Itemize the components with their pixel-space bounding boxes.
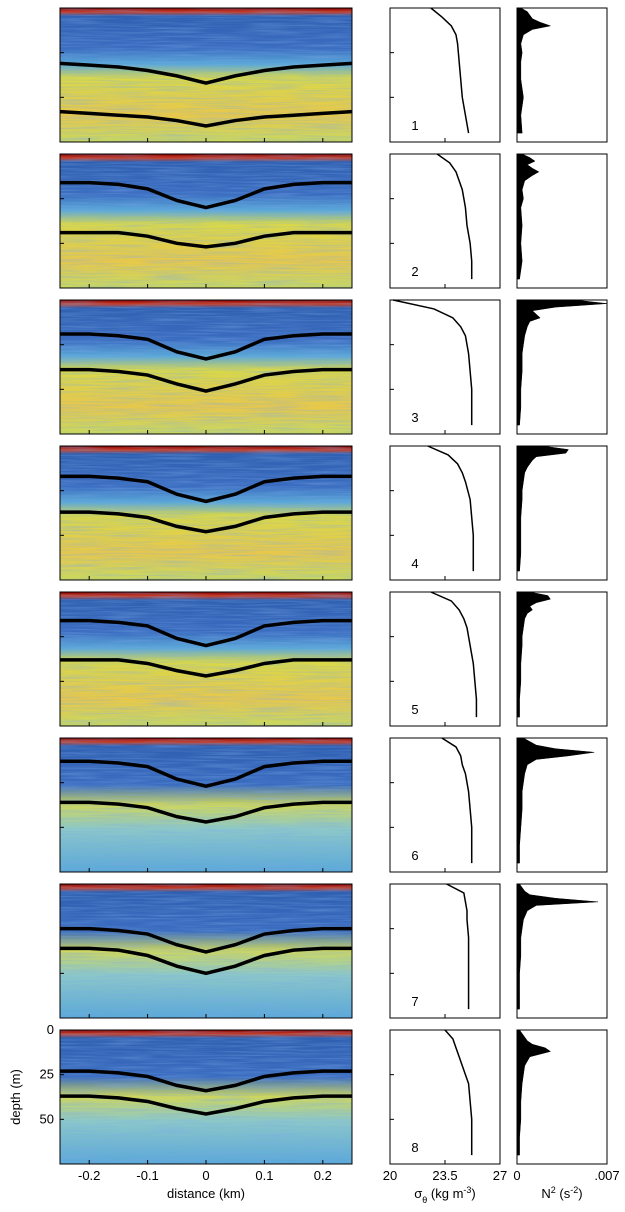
panel-frame [389, 445, 501, 581]
panel-label: 3 [411, 410, 418, 425]
isopycnal-line [60, 332, 352, 361]
density-profile [436, 153, 473, 280]
density-profile [427, 445, 475, 572]
panel-frame [389, 299, 501, 435]
n2-profile [516, 591, 551, 718]
x-tick-label: 0.2 [314, 1168, 332, 1183]
panel-label: 5 [411, 702, 418, 717]
panel-label: 4 [411, 556, 418, 571]
panel-frame [389, 737, 501, 873]
panel-frame [389, 883, 501, 1019]
x-tick-label: 27 [493, 1168, 507, 1183]
label-part: θ [422, 1195, 427, 1205]
echogram-texture [60, 154, 352, 288]
label-part: ) [471, 1186, 475, 1201]
label-part: -2 [570, 1185, 578, 1195]
density-profile [444, 1029, 473, 1156]
n2-profile [516, 1029, 552, 1156]
x-axis-label: σθ (kg m-3) [414, 1185, 476, 1205]
label-part: ) [578, 1186, 582, 1201]
label-part: (s [556, 1186, 571, 1201]
isopycnal-line [60, 367, 352, 393]
x-tick-label: 0.1 [255, 1168, 273, 1183]
isopycnal-line [60, 1069, 352, 1093]
panel-frame [389, 7, 501, 143]
isopycnal-line [60, 800, 352, 824]
x-tick-label: 20 [383, 1168, 397, 1183]
isopycnal-line [60, 759, 352, 789]
isopycnal-line [60, 510, 352, 534]
echogram-texture [60, 300, 352, 434]
label-part: N [541, 1186, 550, 1201]
label-part: -3 [463, 1185, 471, 1195]
x-tick-label: .007 [594, 1168, 619, 1183]
n2-profile [516, 153, 540, 280]
x-tick-label: 0 [513, 1168, 520, 1183]
isopycnal-line [60, 618, 352, 648]
echogram-texture [60, 738, 352, 872]
isopycnal-line [60, 61, 352, 85]
panel-label: 8 [411, 1140, 418, 1155]
x-tick-label: 0 [202, 1168, 209, 1183]
isopycnal-line [60, 1094, 352, 1116]
x-tick-label: -0.1 [136, 1168, 158, 1183]
panel-frame [516, 591, 608, 727]
label-part: (kg m [427, 1186, 463, 1201]
isopycnal-line [60, 926, 352, 954]
isopycnal-line [60, 946, 352, 976]
x-tick-label: 23.5 [432, 1168, 457, 1183]
label-part: 2 [551, 1185, 556, 1195]
panel-label: 7 [411, 994, 418, 1009]
echogram-texture [60, 8, 352, 142]
n2-profile [516, 7, 552, 134]
isopycnal-line [60, 109, 352, 128]
n2-profile [516, 737, 595, 864]
isopycnal-line [60, 230, 352, 249]
panel-label: 2 [411, 264, 418, 279]
label-part: σ [414, 1186, 422, 1201]
y-tick-label: 0 [47, 1022, 54, 1037]
density-profile [430, 591, 478, 718]
x-axis-label: distance (km) [167, 1186, 245, 1201]
y-axis-label: depth (m) [8, 1069, 23, 1125]
n2-profile [516, 299, 608, 426]
n2-profile [516, 445, 569, 572]
isopycnal-line [60, 658, 352, 678]
panel-label: 6 [411, 848, 418, 863]
isopycnal-line [60, 180, 352, 210]
y-tick-label: 50 [40, 1111, 54, 1126]
isopycnal-line [60, 474, 352, 504]
density-profile [430, 7, 470, 134]
y-tick-label: 25 [40, 1067, 54, 1082]
density-profile [392, 299, 473, 426]
panel-label: 1 [411, 118, 418, 133]
panel-frame [389, 591, 501, 727]
x-tick-label: -0.2 [78, 1168, 100, 1183]
panel-frame [389, 1029, 501, 1165]
panel-frame [389, 153, 501, 289]
n2-profile [516, 883, 599, 1010]
x-axis-label: N2 (s-2) [541, 1185, 582, 1201]
panel-frame [516, 445, 608, 581]
density-profile [446, 883, 470, 1010]
density-profile [441, 737, 473, 864]
